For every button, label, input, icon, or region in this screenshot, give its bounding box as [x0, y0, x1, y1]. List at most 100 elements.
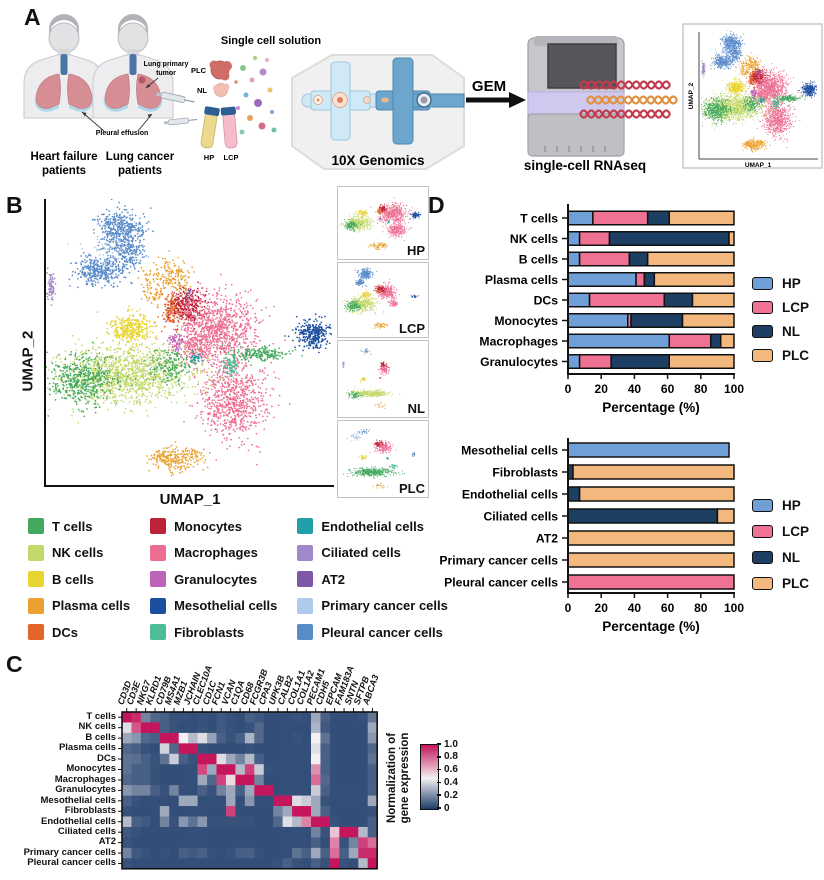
bar-segment-hp [567, 210, 594, 226]
heatmap-cell [244, 774, 255, 786]
bar-segment-nl [710, 333, 722, 349]
chart-legend-label: PLC [782, 576, 809, 591]
heatmap-cell [225, 722, 236, 734]
x-tick-label: 40 [628, 601, 642, 615]
heatmap-cell [348, 722, 359, 734]
heatmap-cell [225, 795, 236, 807]
heatmap-cell [320, 722, 331, 734]
dna-helix-icon [578, 80, 679, 119]
syringe-icon [156, 91, 195, 103]
legend-swatch [150, 518, 167, 535]
heatmap-cell [216, 795, 227, 807]
heatmap-cell [367, 837, 378, 849]
panel-d-label: D [428, 192, 445, 218]
heatmap-cell [329, 826, 340, 838]
heatmap-cell [348, 816, 359, 828]
heatmap-cell [131, 795, 142, 807]
heatmap-row-label: Primary cancer cells [23, 846, 116, 858]
legend-item-dcs: DCs [28, 624, 130, 641]
heatmap-cell [216, 785, 227, 796]
heatmap-cell [188, 837, 198, 849]
heatmap-cell [225, 732, 236, 744]
heatmap-cell [311, 743, 321, 755]
heatmap-cell [178, 847, 189, 859]
legend-swatch [150, 597, 167, 614]
heatmap-cell [273, 858, 283, 870]
legend-item-at2: AT2 [297, 571, 447, 588]
heatmap-cell [311, 806, 321, 817]
heatmap-cell [122, 816, 132, 828]
bar-segment-hp [567, 354, 581, 369]
heatmap-cell [131, 743, 142, 755]
heatmap-cell [169, 806, 179, 817]
heatmap-cell [339, 837, 350, 849]
heatmap-cell [150, 774, 161, 786]
heatmap-cell [348, 826, 359, 838]
x-tick-label: 80 [694, 382, 708, 396]
heatmap-cell [207, 774, 217, 786]
mini-umap-scatter [701, 30, 817, 156]
heatmap-cell [301, 753, 312, 765]
legend-swatch [28, 624, 44, 641]
heatmap-cell [339, 795, 350, 807]
heatmap-cell [254, 764, 265, 775]
heatmap-cell [159, 837, 170, 849]
heatmap-cell [169, 764, 179, 775]
umap-xlabel: UMAP_1 [159, 491, 221, 508]
heatmap-cell [150, 795, 161, 807]
legend-swatch [28, 597, 44, 614]
nl-tissue-blob [213, 83, 230, 97]
legend-item-monocytes: Monocytes [150, 518, 277, 535]
legend-item-primary-cancer-cells: Primary cancer cells [297, 597, 448, 614]
heatmap-cell [329, 722, 340, 734]
chart-legend-top: HP LCP NL PLC [752, 276, 809, 372]
legend-label: Granulocytes [174, 571, 258, 587]
legend-label: AT2 [321, 571, 345, 587]
colorbar-tick-label: 0.2 [444, 789, 458, 801]
heatmap-cell [188, 847, 198, 859]
tumor-mark [138, 76, 146, 84]
chart-legend-label: NL [782, 550, 800, 565]
heatmap-cell [131, 785, 142, 796]
heatmap-cell [282, 753, 293, 765]
heatmap-cell [348, 732, 359, 744]
heatmap-cell [188, 753, 198, 765]
heatmap-cell [292, 712, 302, 723]
heatmap-cell [273, 795, 283, 807]
heatmap-cell [140, 795, 151, 807]
heatmap-cell [188, 785, 198, 796]
mini-umap-ylabel: UMAP_2 [688, 82, 695, 109]
x-axis-title: Percentage (%) [602, 619, 700, 634]
heatmap-cell [301, 743, 312, 755]
chart-legend-label: NL [782, 324, 800, 339]
legend-swatch [28, 544, 44, 561]
category-label: NK cells [510, 232, 558, 246]
heatmap-cell [150, 785, 161, 796]
heatmap-cell [263, 858, 274, 870]
heatmap-cell [169, 743, 179, 755]
heatmap-cell [178, 785, 189, 796]
bar-segment-hp [567, 251, 581, 267]
heatmap-cell [140, 816, 151, 828]
heatmap-cell [225, 712, 236, 723]
bar-segment-plc [668, 354, 735, 369]
heatmap-cell [320, 806, 331, 817]
heatmap-cell [339, 774, 350, 786]
heatmap-cell [169, 826, 179, 838]
legend-item-b-cells: B cells [28, 571, 130, 588]
heatmap-cell [301, 722, 312, 734]
heatmap-cell [367, 795, 378, 807]
heatmap-cell [367, 712, 378, 723]
umap-subpanel-plc: PLC [337, 420, 429, 498]
heatmap-cell [358, 732, 368, 744]
bar-segment-lcp [588, 292, 666, 308]
heatmap-cell [367, 858, 378, 870]
heatmap-cell [131, 722, 142, 734]
heatmap-cell [263, 795, 274, 807]
heatmap-cell [140, 764, 151, 775]
heatmap-cell [197, 826, 208, 838]
heatmap-cell [122, 743, 132, 755]
heatmap-cell [339, 826, 350, 838]
heatmap-cell [339, 816, 350, 828]
heatmap-row-label: Plasma cells [58, 742, 116, 754]
